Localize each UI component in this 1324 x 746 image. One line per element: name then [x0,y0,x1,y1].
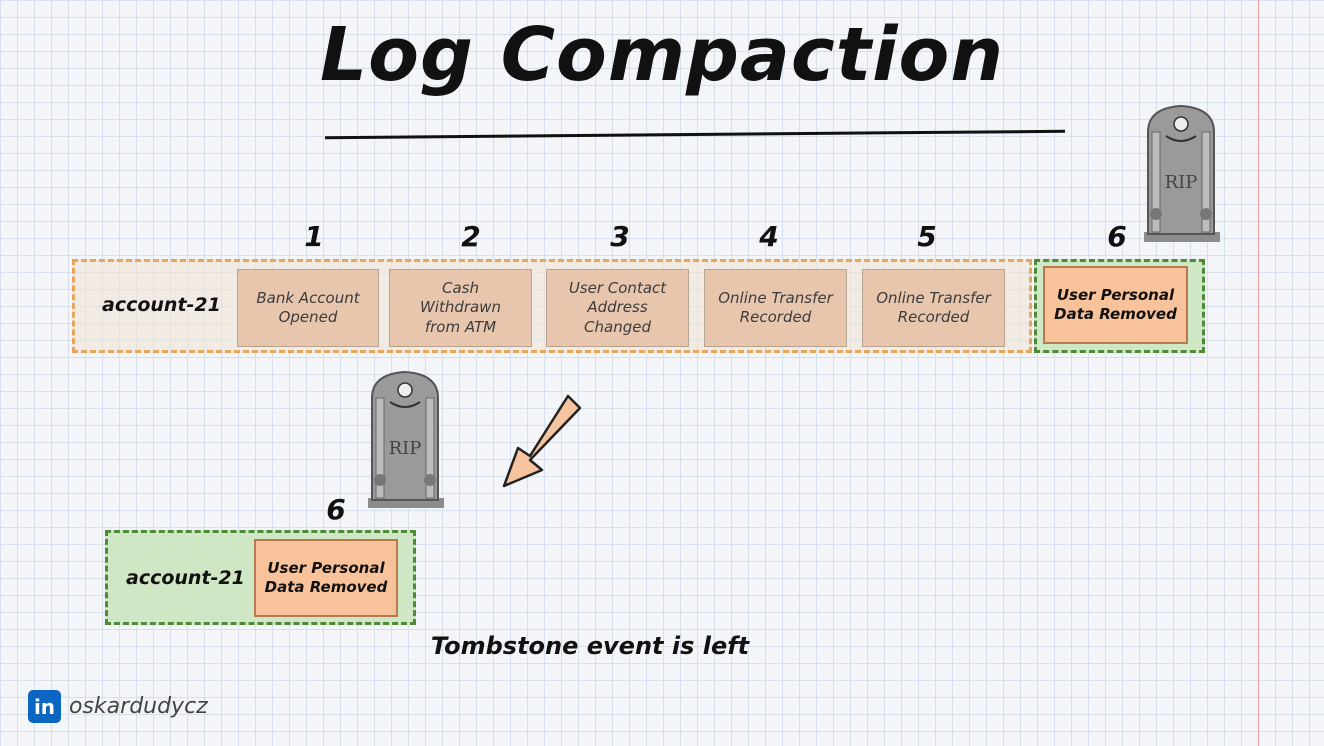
event-user-personal-data-removed-top: User Personal Data Removed [1043,266,1188,344]
svg-text:RIP: RIP [1165,172,1198,193]
event-number-4: 4 [759,220,779,253]
event-number-3: 3 [610,220,630,253]
event-number-2: 2 [461,220,481,253]
event-cash-withdrawn: Cash Withdrawn from ATM [389,269,532,347]
svg-text:RIP: RIP [389,438,422,459]
event-number-6-top: 6 [1107,220,1127,253]
event-online-transfer-recorded-5: Online Transfer Recorded [862,269,1005,347]
compaction-arrow-icon [502,394,582,488]
author-handle: oskardudycz [69,694,208,719]
title-underline [325,129,1065,140]
event-bank-account-opened: Bank Account Opened [237,269,379,347]
linkedin-icon: in [28,690,61,723]
event-online-transfer-recorded-4: Online Transfer Recorded [704,269,847,347]
caption: Tombstone event is left [430,632,750,660]
event-number-5: 5 [917,220,937,253]
event-user-personal-data-removed-bottom: User Personal Data Removed [254,539,398,617]
tombstone-icon: RIP [368,370,444,508]
brand: in oskardudycz [28,690,208,723]
bottom-stream-label: account-21 [126,567,245,589]
top-stream-label: account-21 [102,294,221,316]
event-user-contact-address-changed: User Contact Address Changed [546,269,689,347]
notebook-margin-line [1258,0,1259,746]
event-number-6-bottom: 6 [326,493,346,526]
tombstone-icon: RIP [1144,104,1220,242]
event-number-1: 1 [304,220,324,253]
page-title: Log Compaction [319,12,1004,98]
